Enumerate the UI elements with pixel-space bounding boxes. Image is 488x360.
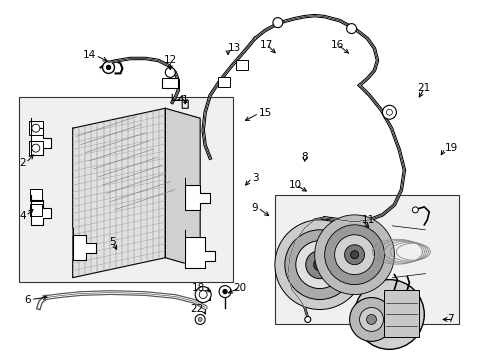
Polygon shape	[73, 228, 95, 260]
Circle shape	[223, 289, 226, 293]
Circle shape	[382, 105, 396, 119]
Circle shape	[314, 215, 394, 294]
Text: 17: 17	[260, 40, 273, 50]
Circle shape	[165, 67, 175, 77]
Circle shape	[195, 315, 205, 324]
Circle shape	[386, 109, 392, 115]
Circle shape	[359, 307, 383, 332]
Text: 4: 4	[19, 211, 26, 221]
Circle shape	[366, 315, 376, 324]
Text: 5: 5	[109, 237, 116, 247]
Circle shape	[219, 285, 230, 298]
Text: 10: 10	[288, 180, 302, 190]
Polygon shape	[185, 178, 210, 210]
Circle shape	[102, 62, 114, 73]
Bar	[218, 77, 229, 87]
Circle shape	[198, 318, 202, 321]
Circle shape	[305, 251, 333, 279]
Circle shape	[32, 144, 40, 152]
Text: 11: 11	[361, 215, 374, 225]
Bar	[30, 204, 41, 216]
Circle shape	[313, 259, 325, 271]
Circle shape	[199, 291, 207, 298]
Circle shape	[324, 225, 384, 285]
Circle shape	[304, 316, 310, 323]
Text: 8: 8	[301, 152, 307, 162]
Polygon shape	[31, 118, 51, 155]
Bar	[384, 289, 419, 337]
Polygon shape	[31, 195, 51, 225]
Bar	[236, 60, 247, 71]
Circle shape	[272, 18, 282, 28]
Text: 6: 6	[24, 294, 31, 305]
Polygon shape	[73, 108, 165, 278]
Text: 22: 22	[189, 305, 203, 315]
Circle shape	[346, 24, 356, 33]
Text: 1: 1	[182, 95, 188, 105]
Circle shape	[32, 124, 40, 132]
Bar	[30, 189, 41, 201]
Bar	[162, 78, 178, 88]
Text: 9: 9	[251, 203, 258, 213]
Circle shape	[285, 230, 354, 300]
Bar	[29, 121, 42, 135]
Text: 15: 15	[259, 108, 272, 118]
Text: 13: 13	[227, 42, 241, 53]
Polygon shape	[185, 230, 215, 268]
Text: 14: 14	[82, 50, 95, 60]
Circle shape	[334, 235, 374, 275]
Circle shape	[274, 220, 364, 310]
Text: 18: 18	[191, 283, 205, 293]
Circle shape	[106, 66, 110, 69]
Circle shape	[295, 241, 343, 289]
Circle shape	[344, 245, 364, 265]
Bar	[196, 289, 210, 300]
Bar	[29, 141, 42, 155]
Text: 12: 12	[163, 55, 177, 66]
Polygon shape	[165, 108, 200, 268]
Circle shape	[349, 298, 393, 341]
Circle shape	[195, 287, 211, 302]
Text: 19: 19	[444, 143, 458, 153]
Text: 20: 20	[233, 283, 246, 293]
Bar	[19, 97, 233, 282]
Text: 2: 2	[19, 158, 26, 168]
Text: 7: 7	[447, 314, 453, 324]
Text: 3: 3	[251, 173, 258, 183]
Circle shape	[350, 251, 358, 259]
Text: 16: 16	[330, 40, 344, 50]
Text: 21: 21	[417, 84, 430, 93]
Circle shape	[354, 280, 424, 349]
Bar	[274, 195, 458, 324]
Circle shape	[411, 207, 417, 213]
